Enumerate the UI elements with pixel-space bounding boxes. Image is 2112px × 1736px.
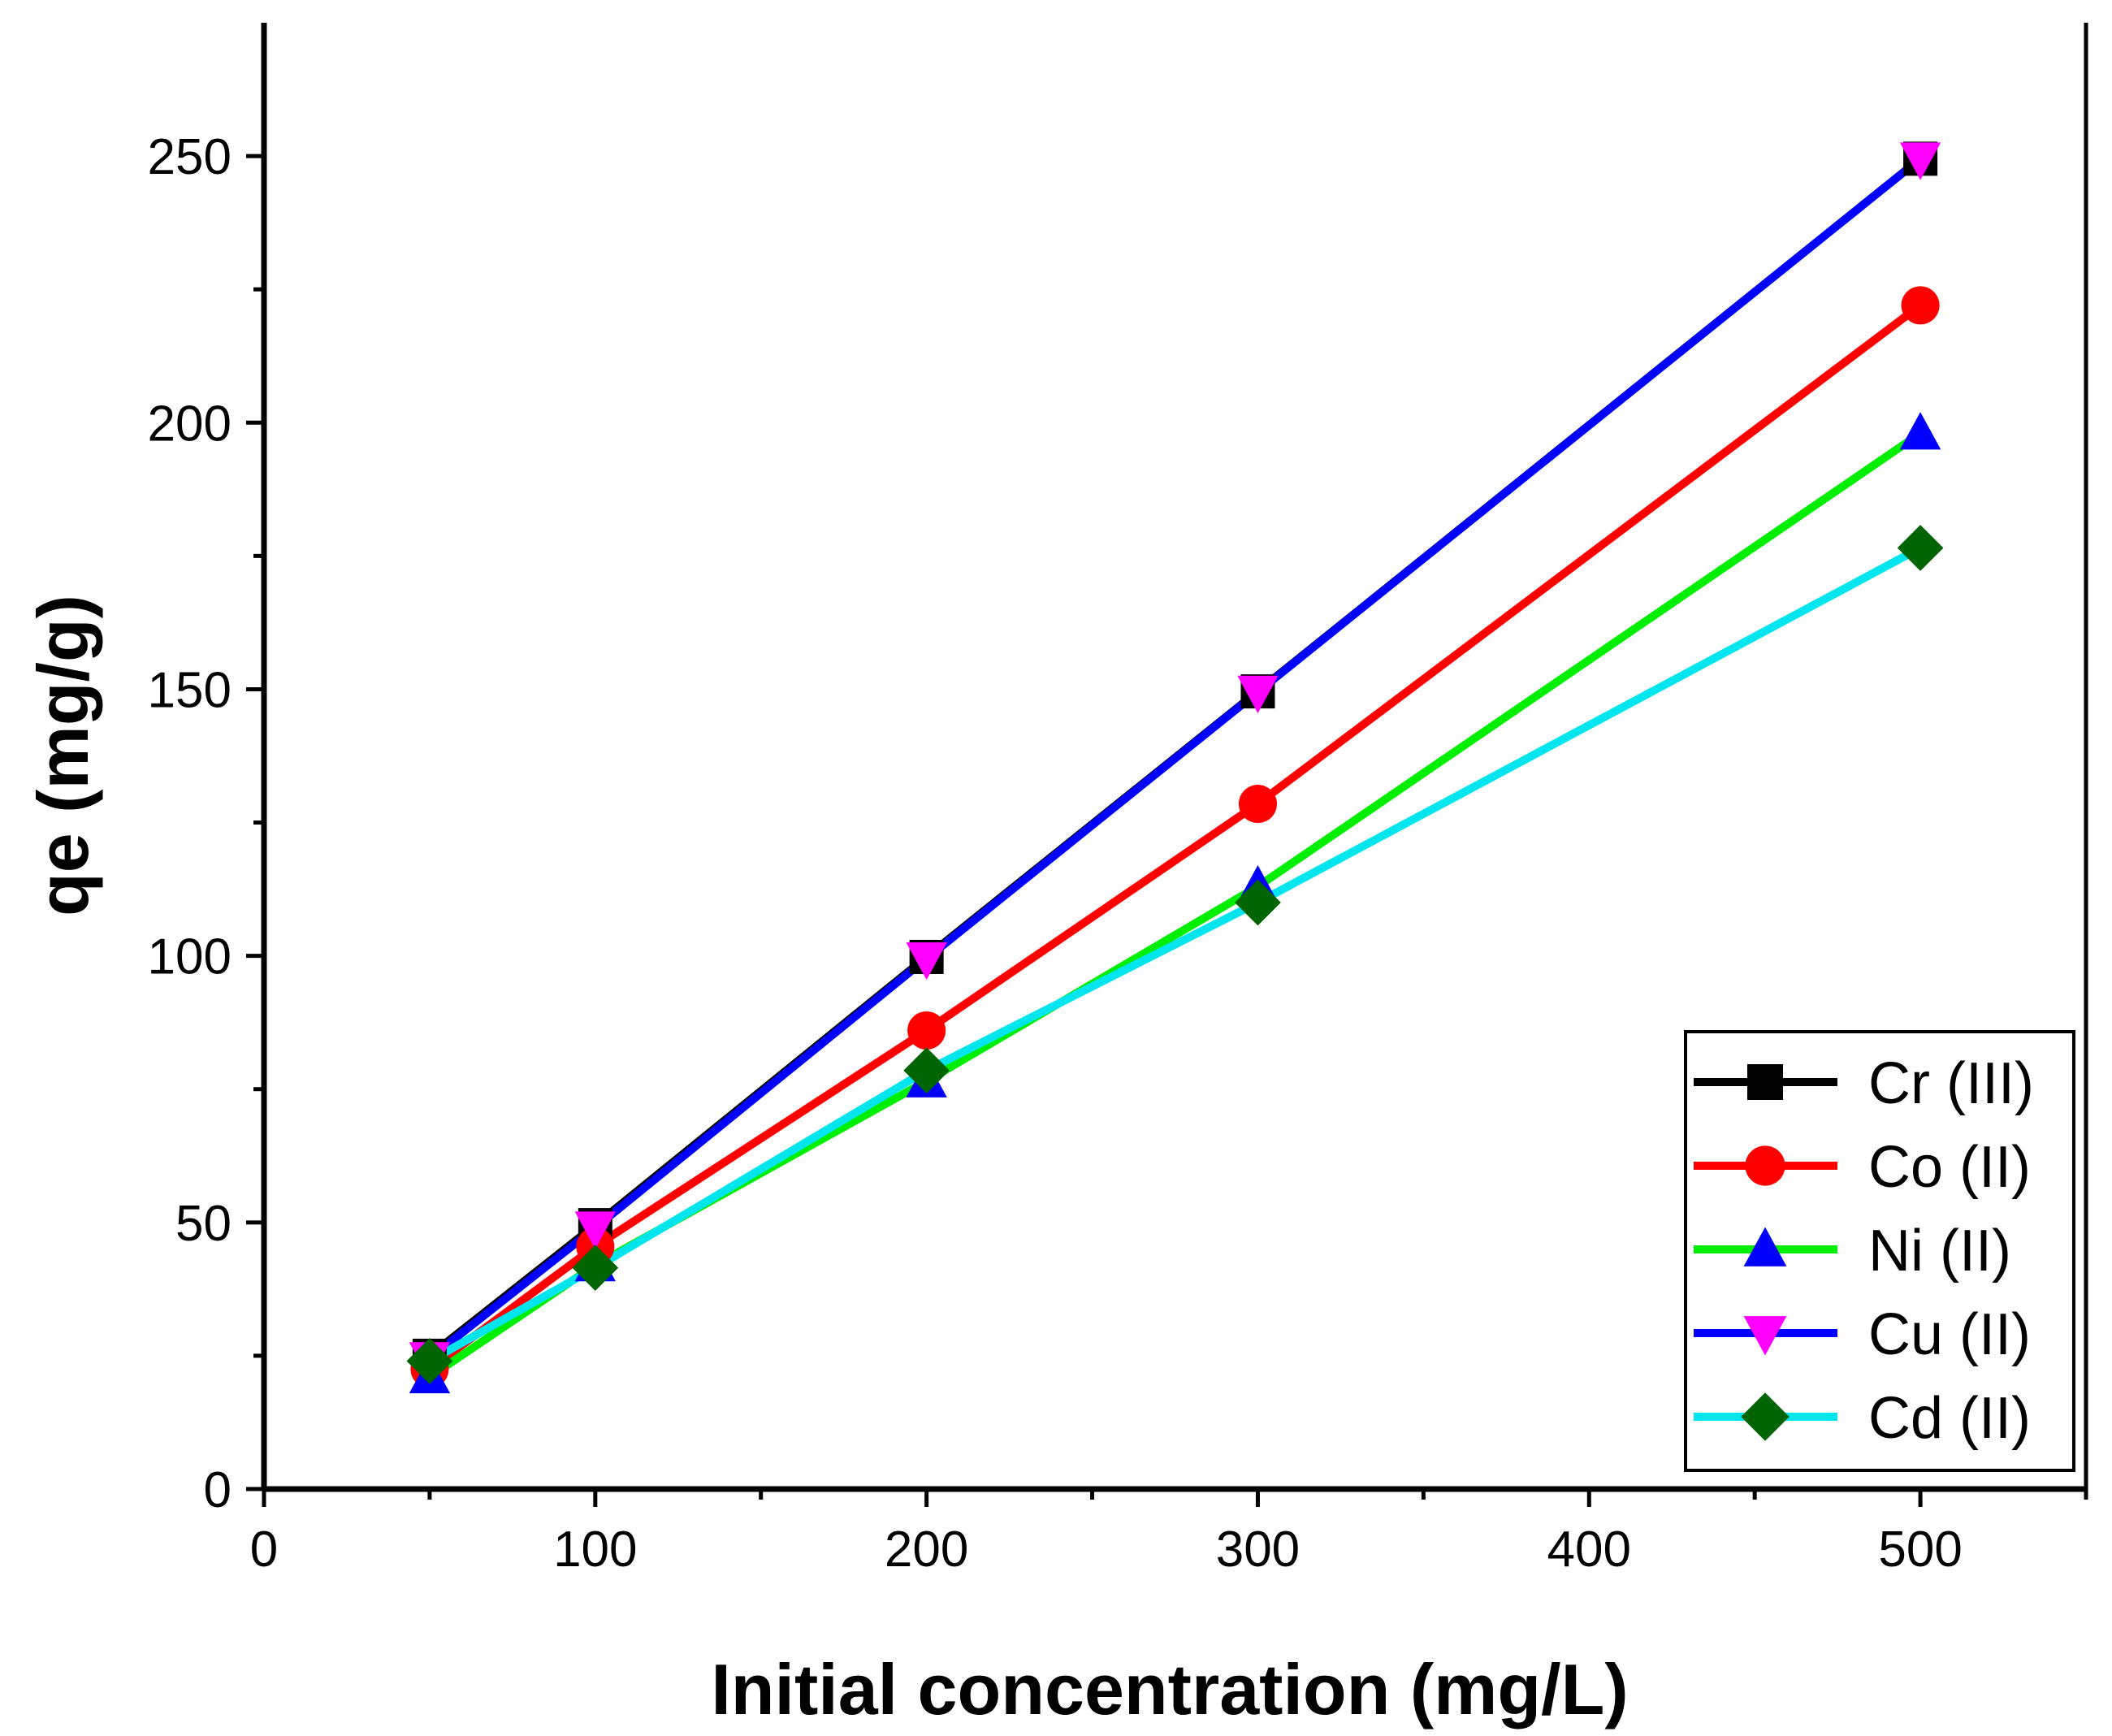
- data-point: [1897, 525, 1944, 571]
- series-markers: [406, 141, 1944, 1394]
- x-tick-label: 200: [885, 1522, 968, 1578]
- data-point: [1237, 675, 1279, 713]
- x-tick-label: 0: [250, 1522, 278, 1578]
- legend-marker: [1747, 1064, 1783, 1100]
- legend-label: Co (II): [1868, 1135, 2031, 1200]
- data-point: [903, 1047, 950, 1094]
- data-point: [1238, 785, 1277, 824]
- y-tick-label: 200: [148, 396, 232, 452]
- legend-label: Cd (II): [1868, 1386, 2031, 1451]
- y-ticks: 0 50 100 150 200 250: [148, 129, 264, 1518]
- data-point: [1899, 412, 1941, 450]
- data-point: [1235, 879, 1281, 926]
- legend-label: Cu (II): [1868, 1302, 2031, 1367]
- data-point: [906, 942, 947, 981]
- y-tick-label: 250: [148, 129, 232, 185]
- legend-marker: [1743, 1316, 1787, 1356]
- x-tick-label: 500: [1878, 1522, 1962, 1578]
- x-tick-label: 300: [1216, 1522, 1300, 1578]
- x-tick-label: 100: [553, 1522, 637, 1578]
- y-tick-label: 0: [204, 1462, 232, 1518]
- y-axis-title: qe (mg/g): [23, 595, 103, 916]
- legend-label: Ni (II): [1868, 1219, 2011, 1284]
- data-point: [907, 1011, 946, 1050]
- data-point: [406, 1338, 453, 1384]
- x-ticks: 0 100 200 300 400 500: [250, 1489, 2088, 1578]
- data-point: [574, 1211, 617, 1249]
- legend-label: Cr (III): [1868, 1051, 2034, 1116]
- legend: Cr (III) Co (II) Ni (II) Cu (II) Cd (II): [1684, 1030, 2075, 1472]
- plot-frame: [261, 23, 2088, 1492]
- y-tick-label: 150: [148, 662, 232, 718]
- x-axis-title: Initial concentration (mg/L): [711, 1649, 1628, 1730]
- data-point: [1901, 286, 1940, 325]
- y-tick-label: 50: [175, 1196, 232, 1252]
- legend-marker: [1743, 1227, 1787, 1266]
- legend-marker: [1741, 1392, 1790, 1441]
- y-tick-label: 100: [148, 929, 232, 985]
- x-tick-label: 400: [1547, 1522, 1631, 1578]
- legend-marker: [1745, 1145, 1785, 1186]
- data-point: [572, 1245, 619, 1291]
- data-point: [1899, 142, 1941, 180]
